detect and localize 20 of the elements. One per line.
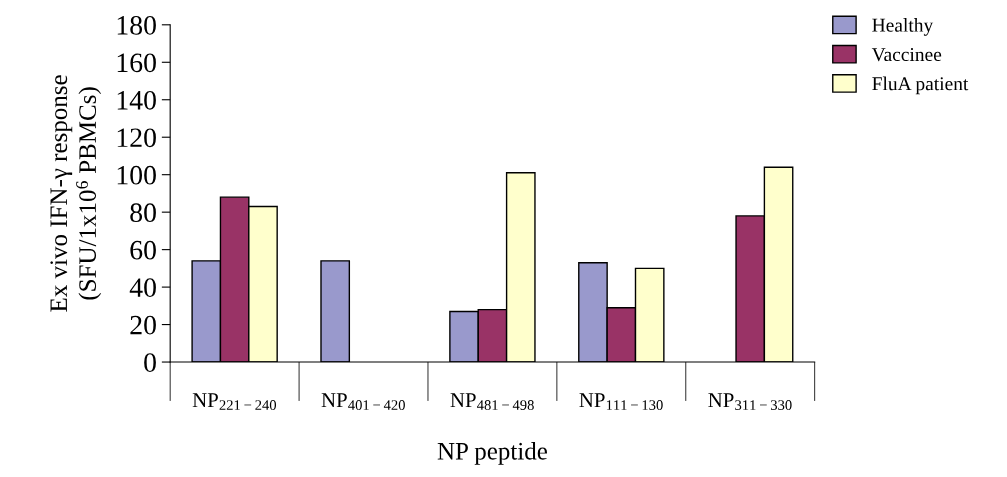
- y-tick-label: 160: [117, 53, 156, 73]
- y-tick-label: 20: [130, 315, 156, 335]
- y-tick-label: 140: [117, 90, 156, 110]
- y-tick-label: 40: [129, 278, 156, 298]
- y-tick-label: 80: [130, 203, 156, 223]
- x-axis-title: NP peptide: [437, 442, 547, 465]
- legend-label: Healthy: [872, 18, 934, 36]
- y-tick-label: 180: [117, 15, 156, 35]
- x-tick-label: NP$_{481−498}$: [450, 393, 534, 410]
- x-tick-label: NP$_{111−130}$: [579, 393, 663, 410]
- y-axis-title: Ex vivo IFN-γ response (SFU/1x10$^{6}$ PBMCs): [50, 75, 102, 312]
- x-tick-label: NP$_{401−420}$: [321, 393, 405, 410]
- y-tick-label: 60: [130, 240, 156, 260]
- legend-label: FluA patient: [872, 76, 969, 95]
- y-tick-label: 0: [144, 353, 156, 372]
- x-tick-label: NP$_{311−330}$: [708, 393, 792, 410]
- x-tick-label: NP$_{221−240}$: [192, 393, 277, 410]
- y-tick-label: 120: [117, 128, 156, 148]
- legend-label: Vaccinee: [871, 48, 942, 62]
- y-tick-label: 100: [117, 165, 156, 185]
